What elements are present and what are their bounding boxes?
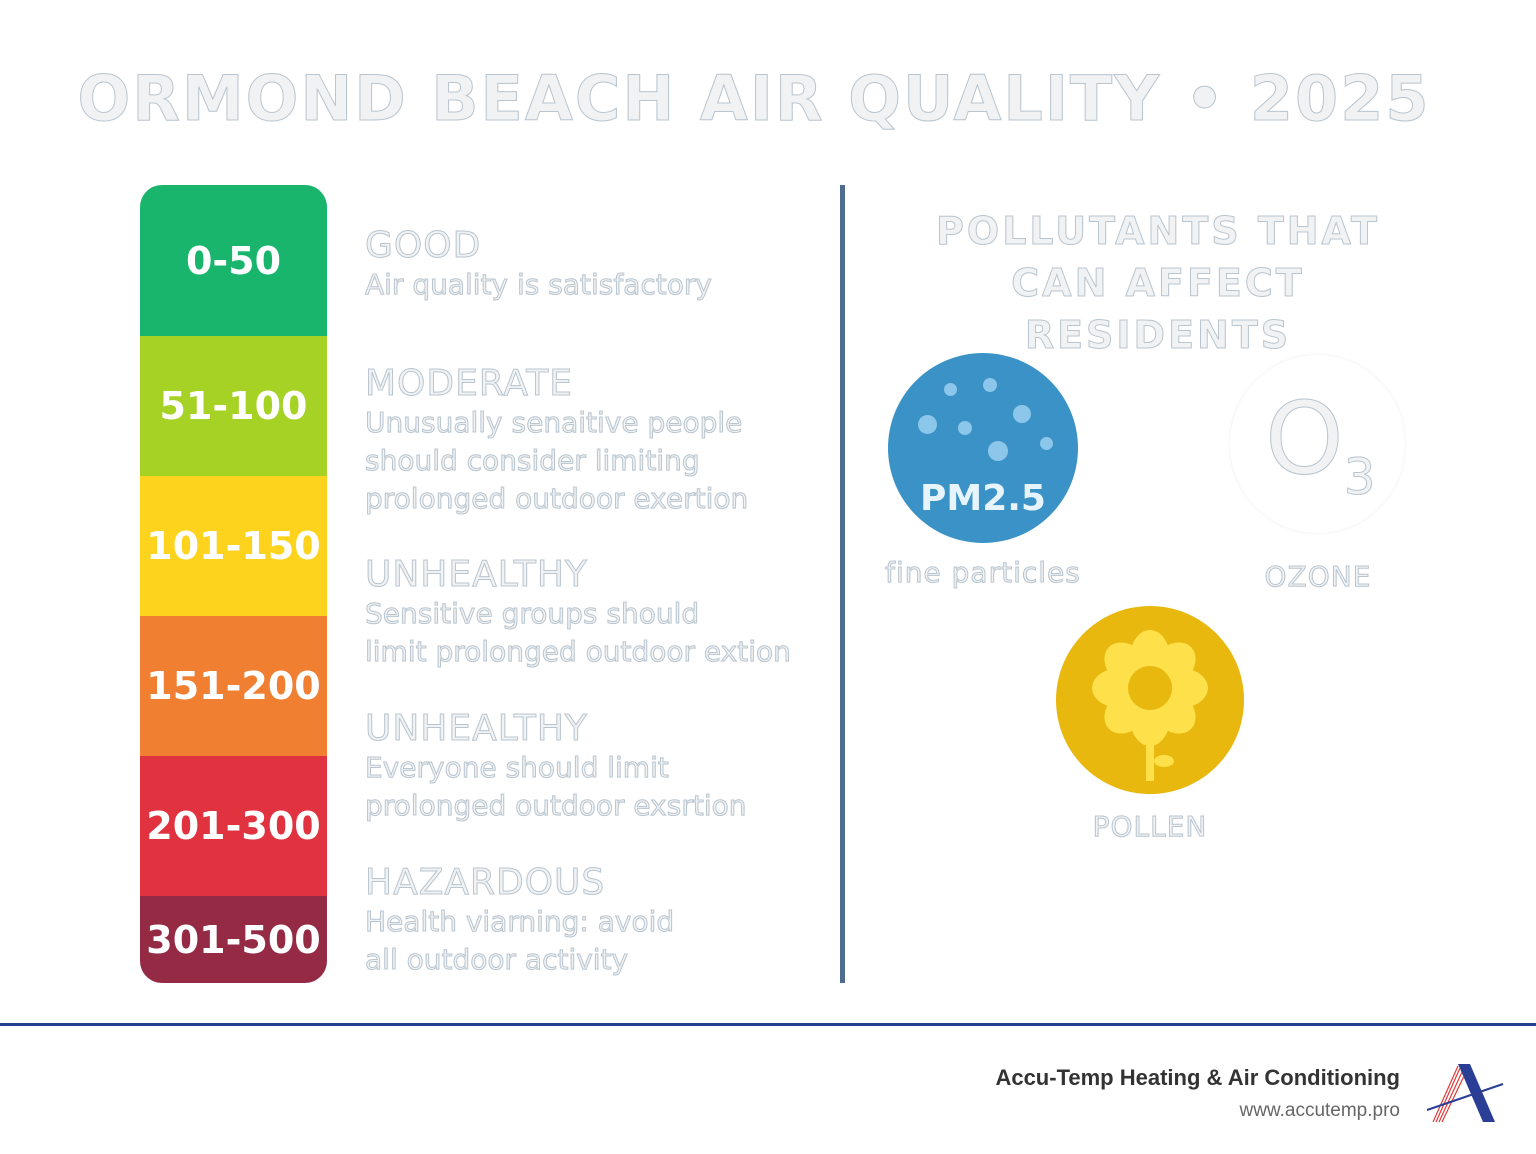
pollen-caption: POLLEN <box>1092 810 1208 844</box>
level-name: HAZARDOUS <box>364 862 606 903</box>
footer-divider <box>0 1023 1536 1026</box>
ozone-symbol: O3 <box>1265 380 1377 507</box>
ozone-subscript: 3 <box>1343 448 1376 507</box>
level-text: prolonged outdoor exertion <box>364 482 749 516</box>
level-text: should consider limiting <box>364 444 700 478</box>
aqi-range-good: 0-50 <box>140 185 327 336</box>
aqi-range-sensitive: 101-150 <box>140 476 327 616</box>
level-text: Everyone should limit <box>364 751 669 785</box>
ozone-o: O <box>1265 380 1345 498</box>
level-name: UNHEALTHY <box>365 554 588 595</box>
level-description: UNHEALTHY Everyone should limit prolonge… <box>364 708 747 825</box>
flower-icon <box>1056 606 1244 794</box>
aqi-range-moderate: 51-100 <box>140 336 327 476</box>
pm-caption: fine particles <box>885 556 1081 590</box>
ozone-icon <box>1230 355 1405 533</box>
aqi-range-hazardous: 301-500 <box>140 896 327 983</box>
level-description: MODERATE Unusually senaitive people shou… <box>364 363 749 518</box>
level-text: Health viarning: avoid <box>364 905 675 939</box>
level-text: prolonged outdoor exsrtion <box>364 789 747 823</box>
pm-label: PM2.5 <box>920 478 1046 519</box>
level-name: GOOD <box>365 225 482 266</box>
divider <box>840 185 845 983</box>
level-description: HAZARDOUS Health viarning: avoid all out… <box>364 862 675 979</box>
pollutants-heading: POLLUTANTS THAT CAN AFFECT RESIDENTS <box>880 205 1436 361</box>
level-text: Air quality is satisfactory <box>365 268 713 302</box>
page-title: ORMOND BEACH AIR QUALITY • 2025 <box>77 62 1431 136</box>
level-description: UNHEALTHY Sensitive groups should limit … <box>365 554 792 671</box>
aqi-scale: 0-50 51-100 101-150 151-200 201-300 301-… <box>140 185 327 983</box>
particles-icon: PM2.5 <box>888 353 1078 543</box>
level-name: MODERATE <box>364 363 573 404</box>
aqi-range-unhealthy: 151-200 <box>140 616 327 756</box>
company-logo <box>1425 1060 1505 1131</box>
aqi-range-very-unhealthy: 201-300 <box>140 756 327 896</box>
heading-line: CAN AFFECT RESIDENTS <box>1011 261 1305 358</box>
heading-line: POLLUTANTS THAT <box>936 209 1380 254</box>
company-name: Accu-Temp Heating & Air Conditioning <box>995 1065 1400 1090</box>
level-text: Sensitive groups should <box>365 597 700 631</box>
company-url[interactable]: www.accutemp.pro <box>1239 1100 1400 1121</box>
level-text: all outdoor activity <box>364 943 629 977</box>
ozone-caption: OZONE <box>1264 560 1372 594</box>
level-description: GOOD Air quality is satisfactory <box>365 225 713 304</box>
level-text: Unusually senaitive people <box>364 406 743 440</box>
level-name: UNHEALTHY <box>364 708 588 749</box>
level-text: limit prolonged outdoor extion <box>365 635 792 669</box>
